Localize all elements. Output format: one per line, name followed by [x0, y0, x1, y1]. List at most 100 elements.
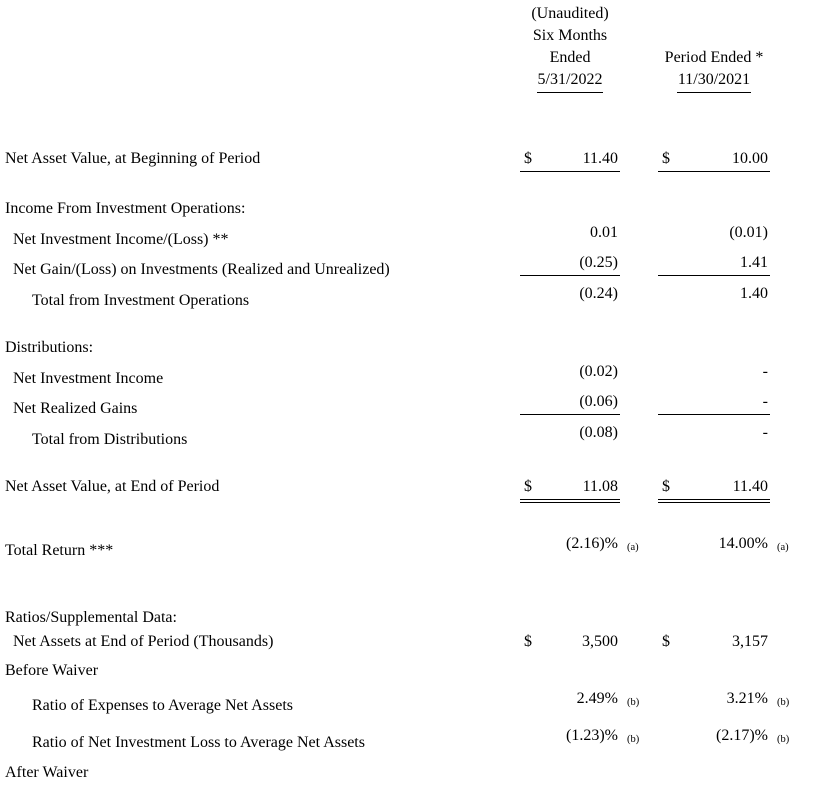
value: 11.40: [732, 478, 768, 495]
value: 14.00%: [718, 535, 768, 552]
value: (0.25): [579, 254, 618, 271]
table-row-net-realized-gains: Net Realized Gains (0.06) -: [5, 390, 813, 420]
header-gap: [620, 3, 658, 93]
col2-header-line1: Period Ended *: [664, 49, 764, 66]
value-cell-col1: $ 11.08: [520, 475, 620, 503]
col1-header-line3: Ended: [549, 49, 591, 66]
value: 3,157: [732, 633, 768, 650]
table-row-total-distributions: Total from Distributions (0.08) -: [5, 421, 813, 451]
value: (0.06): [579, 393, 618, 410]
value: 1.40: [740, 285, 768, 302]
section-row-ratios-supplemental: Ratios/Supplemental Data:: [5, 606, 813, 629]
value: -: [762, 363, 768, 380]
dollar-sign: $: [524, 150, 532, 167]
section-row-income-operations: Income From Investment Operations:: [5, 197, 813, 220]
value: 1.10%: [577, 789, 618, 793]
row-label: Net Gain/(Loss) on Investments (Realized…: [13, 261, 390, 278]
row-label: Ratio of Expenses to Average Net Assets: [32, 697, 293, 714]
table-row-net-investment-loss-ratio-before: Ratio of Net Investment Loss to Average …: [5, 724, 813, 756]
value: (0.02): [579, 363, 618, 380]
value: (0.24): [579, 285, 618, 302]
value-cell-col1: (0.02): [520, 360, 620, 384]
dollar-sign: $: [662, 478, 670, 495]
value: 11.08: [582, 478, 618, 495]
value: 11.40: [582, 150, 618, 167]
table-row-expenses-ratio-after: Ratio of Expenses to Average Net Assets …: [5, 789, 813, 793]
value: (0.08): [579, 424, 618, 441]
value-cell-col2: 1.40: [658, 282, 770, 306]
value-cell-col1: (0.08): [520, 421, 620, 445]
section-row-before-waiver: Before Waiver: [5, 659, 813, 682]
table-row-net-assets-end: Net Assets at End of Period (Thousands) …: [5, 630, 813, 654]
row-label: Net Asset Value, at Beginning of Period: [5, 150, 261, 167]
table-row-total-investment-operations: Total from Investment Operations (0.24) …: [5, 282, 813, 312]
value: 2.49%: [576, 690, 618, 707]
section-row-distributions: Distributions:: [5, 336, 813, 359]
col1-header-line1: (Unaudited): [531, 5, 609, 22]
footnote-marker: (b): [777, 697, 790, 708]
dollar-sign: $: [524, 633, 532, 650]
value: 1.41: [740, 254, 768, 271]
value-cell-col1: 2.49%: [520, 687, 620, 711]
value-cell-col2: -: [658, 390, 770, 415]
value-cell-col2: $ 3,157: [658, 630, 770, 654]
value-cell-col2: 14.00%: [658, 532, 770, 556]
footnote-marker: (b): [777, 734, 790, 745]
table-row-total-return: Total Return *** (2.16)% (a) 14.00% (a): [5, 532, 813, 564]
dollar-sign: $: [662, 150, 670, 167]
value-cell-col1: 0.01: [520, 221, 620, 245]
value-cell-col1: $ 3,500: [520, 630, 620, 654]
row-label: Net Realized Gains: [13, 400, 138, 417]
value-cell-col1: 1.10%: [520, 789, 620, 793]
value: (0.01): [729, 224, 768, 241]
value: (1.23)%: [566, 727, 618, 744]
value-cell-col1: (0.25): [520, 251, 620, 276]
value: (2.17)%: [716, 727, 768, 744]
value-cell-col1: (0.06): [520, 390, 620, 415]
table-header: (Unaudited) Six Months Ended 5/31/2022 P…: [5, 3, 813, 93]
table-row-dist-net-investment-income: Net Investment Income (0.02) -: [5, 360, 813, 390]
header-spacer: [5, 3, 520, 93]
dollar-sign: $: [524, 478, 532, 495]
value-cell-col2: 1.41: [658, 251, 770, 276]
value-cell-col2: -: [658, 421, 770, 445]
value-cell-col1: (2.16)%: [520, 532, 620, 556]
value: 3.21%: [726, 690, 768, 707]
footnote-marker: (a): [627, 542, 639, 553]
col1-header-date: 5/31/2022: [536, 69, 604, 93]
row-label: Net Investment Income/(Loss) **: [13, 231, 229, 248]
value-cell-col2: (2.17)%: [658, 724, 770, 748]
footnote-marker: (a): [777, 542, 789, 553]
value-cell-col2: $ 10.00: [658, 147, 770, 172]
section-label: Ratios/Supplemental Data:: [5, 609, 177, 626]
table-row-nav-beginning: Net Asset Value, at Beginning of Period …: [5, 147, 813, 172]
section-label: After Waiver: [5, 764, 89, 781]
table-row-net-gain-loss: Net Gain/(Loss) on Investments (Realized…: [5, 251, 813, 281]
col1-header: (Unaudited) Six Months Ended 5/31/2022: [520, 3, 620, 93]
value: -: [762, 393, 768, 410]
section-label: Distributions:: [5, 339, 94, 356]
table-row-expenses-ratio-before: Ratio of Expenses to Average Net Assets …: [5, 687, 813, 719]
footnote-marker: (b): [627, 697, 640, 708]
dollar-sign: $: [662, 633, 670, 650]
value: 0.01: [590, 224, 618, 241]
table-row-nav-end: Net Asset Value, at End of Period $ 11.0…: [5, 475, 813, 503]
value-cell-col2: 3.21%: [658, 687, 770, 711]
value-cell-col2: $ 11.40: [658, 475, 770, 503]
value-cell-col1: (1.23)%: [520, 724, 620, 748]
value-cell-col2: -: [658, 360, 770, 384]
value: -: [762, 424, 768, 441]
value-cell-col1: $ 11.40: [520, 147, 620, 172]
footnote-marker: (b): [627, 734, 640, 745]
row-label: Ratio of Net Investment Loss to Average …: [32, 734, 365, 751]
col2-header-date: 11/30/2021: [676, 69, 752, 93]
col2-header: Period Ended * 11/30/2021: [658, 3, 770, 93]
row-label: Net Investment Income: [13, 370, 164, 387]
section-label: Income From Investment Operations:: [5, 200, 246, 217]
row-label: Net Asset Value, at End of Period: [5, 478, 220, 495]
section-label: Before Waiver: [5, 662, 99, 679]
value: (2.16)%: [566, 535, 618, 552]
table-row-net-investment-income-loss: Net Investment Income/(Loss) ** 0.01 (0.…: [5, 221, 813, 251]
row-label: Net Assets at End of Period (Thousands): [13, 633, 274, 650]
